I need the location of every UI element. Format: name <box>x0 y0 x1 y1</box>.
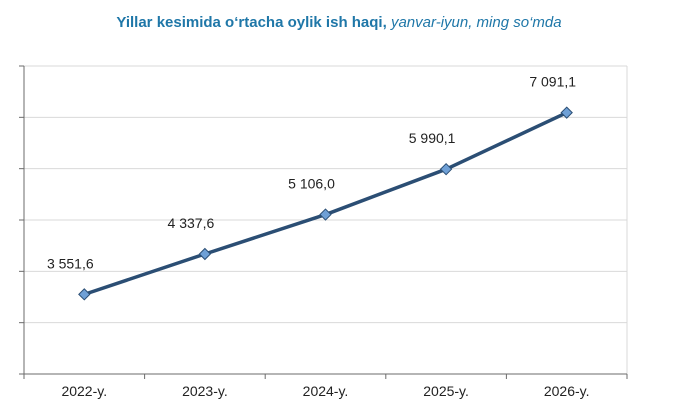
x-tick-label: 2025-y. <box>423 383 469 399</box>
gridlines <box>24 65 628 374</box>
data-label: 4 337,6 <box>168 215 215 231</box>
x-tick-labels: 2022-y. 2023-y. 2024-y. 2025-y. 2026-y. <box>61 383 589 399</box>
x-tick-label: 2022-y. <box>61 383 107 399</box>
data-label: 7 091,1 <box>529 74 576 90</box>
data-point-marker <box>198 247 212 261</box>
x-tick-label: 2024-y. <box>303 383 349 399</box>
x-tick-label: 2023-y. <box>182 383 228 399</box>
series-layer <box>78 106 573 301</box>
series-line <box>82 110 569 297</box>
data-labels: 3 551,6 4 337,6 5 106,0 5 990,1 7 091,1 <box>47 74 576 272</box>
data-point-marker <box>78 288 91 301</box>
chart-title-main: Yillar kesimida o‘rtacha oylik ish haqi, <box>116 14 387 31</box>
data-point-marker <box>319 208 332 221</box>
axes <box>19 65 628 379</box>
data-label: 3 551,6 <box>47 255 94 271</box>
data-label: 5 990,1 <box>409 130 456 146</box>
chart-title: Yillar kesimida o‘rtacha oylik ish haqi,… <box>0 14 678 31</box>
data-point-marker <box>439 162 453 176</box>
data-label: 5 106,0 <box>288 176 335 192</box>
x-tick-label: 2026-y. <box>544 383 590 399</box>
chart-title-subtitle: yanvar-iyun, ming so‘mda <box>390 14 562 31</box>
data-point-marker <box>560 106 573 119</box>
